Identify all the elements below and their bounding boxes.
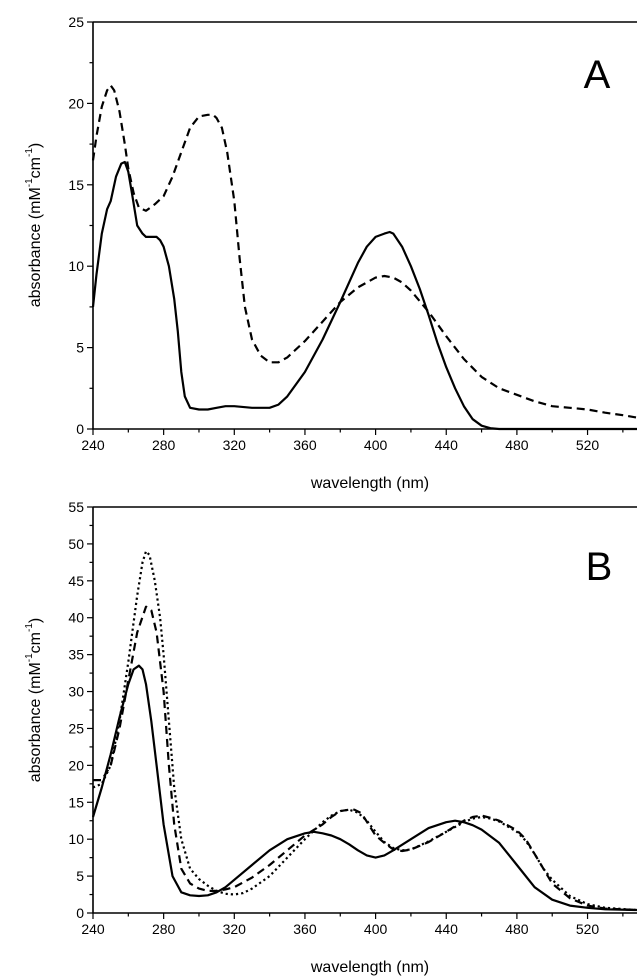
- x-tick-label: 520: [576, 921, 600, 937]
- axis-lines: [92, 22, 637, 430]
- panel-b: 240 280 320 360 400 440 480 520 0 5 10 15 20 25 30 35 4…: [24, 499, 637, 976]
- panel-a-series: [91, 84, 637, 431]
- panel-b-y-axis-title: absorbance (mM-1cm-1): [24, 618, 44, 783]
- series-line-dashed: [91, 84, 637, 419]
- y-tick-label: 40: [68, 610, 84, 626]
- x-tick-label: 440: [435, 921, 459, 937]
- panel-b-ylabel-main: absorbance (mM: [27, 662, 44, 782]
- panel-b-ylabel-end: ): [27, 618, 44, 623]
- panel-b-ylabel-sup2: -1: [24, 623, 35, 632]
- x-tick-label: 480: [505, 921, 529, 937]
- y-tick-label: 15: [68, 794, 84, 810]
- y-tick-label: 5: [76, 868, 84, 884]
- panel-a-ylabel-end: ): [27, 143, 44, 148]
- panel-b-series: [91, 550, 637, 912]
- series-line-solid: [91, 160, 637, 431]
- x-tick-label: 320: [223, 921, 247, 937]
- y-tick-label: 10: [68, 258, 84, 274]
- panel-b-y-ticks: 0 5 10 15 20 25 30 35 40 45 50 55: [68, 499, 93, 921]
- y-tick-label: 45: [68, 573, 84, 589]
- y-tick-label: 10: [68, 831, 84, 847]
- x-tick-label: 240: [81, 921, 105, 937]
- panel-a-y-ticks: 0 5 10 15 20 25: [68, 14, 93, 437]
- y-tick-label: 20: [68, 95, 84, 111]
- y-tick-label: 25: [68, 720, 84, 736]
- panel-b-frame: [92, 506, 637, 914]
- panel-a-ylabel-main: absorbance (mM: [27, 187, 44, 307]
- x-tick-label: 240: [81, 437, 105, 453]
- y-tick-label: 20: [68, 757, 84, 773]
- series-line-dotted: [92, 550, 637, 912]
- panel-b-ylabel-mid: cm: [27, 632, 44, 653]
- panel-a-y-axis-title: absorbance (mM-1cm-1): [24, 143, 44, 308]
- x-tick-label: 360: [293, 437, 317, 453]
- panel-b-ylabel-sup1: -1: [24, 653, 35, 662]
- panel-a-ylabel-sup1: -1: [24, 178, 35, 187]
- x-tick-label: 320: [223, 437, 247, 453]
- y-tick-label: 15: [68, 177, 84, 193]
- y-tick-label: 50: [68, 536, 84, 552]
- series-line-dashed: [93, 605, 637, 912]
- x-tick-label: 280: [152, 921, 176, 937]
- panel-a-x-ticks: 240 280 320 360 400 440 480 520: [81, 429, 624, 453]
- panel-b-x-ticks: 240 280 320 360 400 440 480 520: [81, 913, 624, 937]
- series-line-solid: [91, 664, 637, 912]
- x-tick-label: 360: [293, 921, 317, 937]
- panel-a-letter: A: [584, 53, 611, 97]
- y-tick-label: 55: [68, 499, 84, 515]
- panel-a-x-axis-title: wavelength (nm): [310, 475, 429, 492]
- panel-a-ylabel-mid: cm: [27, 157, 44, 178]
- y-tick-label: 25: [68, 14, 84, 30]
- x-tick-label: 480: [505, 437, 529, 453]
- y-tick-label: 30: [68, 684, 84, 700]
- panel-a-frame: [92, 21, 637, 430]
- panel-b-x-axis-title: wavelength (nm): [310, 959, 429, 976]
- x-tick-label: 440: [435, 437, 459, 453]
- y-tick-label: 0: [76, 905, 84, 921]
- x-tick-label: 520: [576, 437, 600, 453]
- panel-a-ylabel-sup2: -1: [24, 148, 35, 157]
- panel-b-letter: B: [586, 545, 613, 589]
- y-tick-label: 0: [76, 421, 84, 437]
- x-tick-label: 400: [364, 437, 388, 453]
- panel-a: 240 280 320 360 400 440 480 520 0 5 10 15 20 25 A wa…: [24, 14, 637, 492]
- x-tick-label: 400: [364, 921, 388, 937]
- x-tick-label: 280: [152, 437, 176, 453]
- axis-lines: [92, 507, 637, 914]
- y-tick-label: 5: [76, 340, 84, 356]
- y-tick-label: 35: [68, 647, 84, 663]
